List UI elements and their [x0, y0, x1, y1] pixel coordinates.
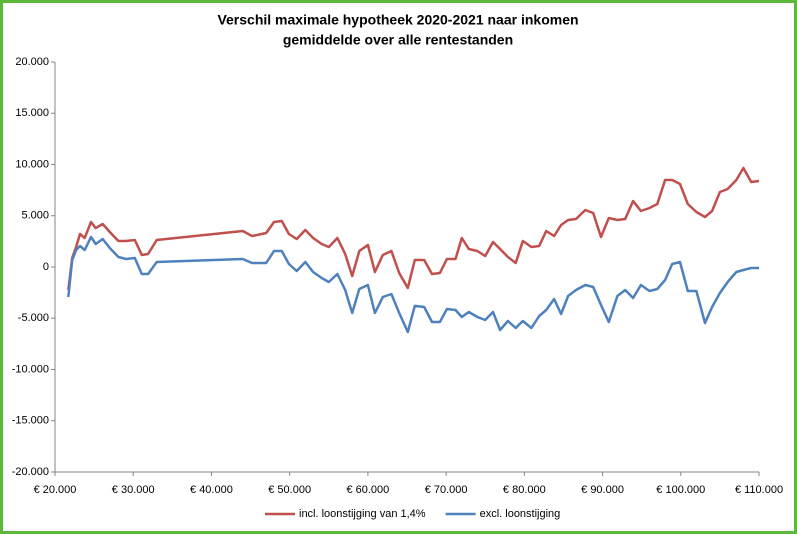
y-tick-label: -10.000	[12, 363, 49, 375]
y-tick-label: 0	[43, 261, 49, 273]
y-tick-label: 20.000	[15, 56, 49, 68]
x-tick-label: € 60.000	[346, 484, 389, 496]
x-tick-label: € 110.000	[735, 484, 783, 496]
x-tick-label: € 90.000	[581, 484, 624, 496]
x-tick-label: € 40.000	[190, 484, 233, 496]
y-tick-label: -15.000	[12, 415, 49, 427]
y-tick-label: 15.000	[15, 107, 49, 119]
x-tick-label: € 20.000	[34, 484, 77, 496]
chart-subtitle: gemiddelde over alle rentestanden	[283, 32, 513, 48]
legend-label: excl. loonstijging	[480, 508, 561, 520]
y-tick-label: 10.000	[15, 158, 49, 170]
y-tick-label: -20.000	[12, 466, 49, 478]
x-tick-label: € 70.000	[425, 484, 468, 496]
chart-title: Verschil maximale hypotheek 2020-2021 na…	[217, 12, 578, 28]
x-tick-label: € 50.000	[268, 484, 311, 496]
x-tick-label: € 30.000	[112, 484, 155, 496]
x-tick-label: € 100.000	[656, 484, 705, 496]
y-tick-label: 5.000	[21, 210, 49, 222]
series-line	[67, 166, 760, 291]
y-tick-label: -5.000	[18, 312, 49, 324]
legend-label: incl. loonstijging van 1,4%	[299, 508, 426, 520]
series-line	[67, 235, 759, 334]
x-tick-label: € 80.000	[503, 484, 546, 496]
